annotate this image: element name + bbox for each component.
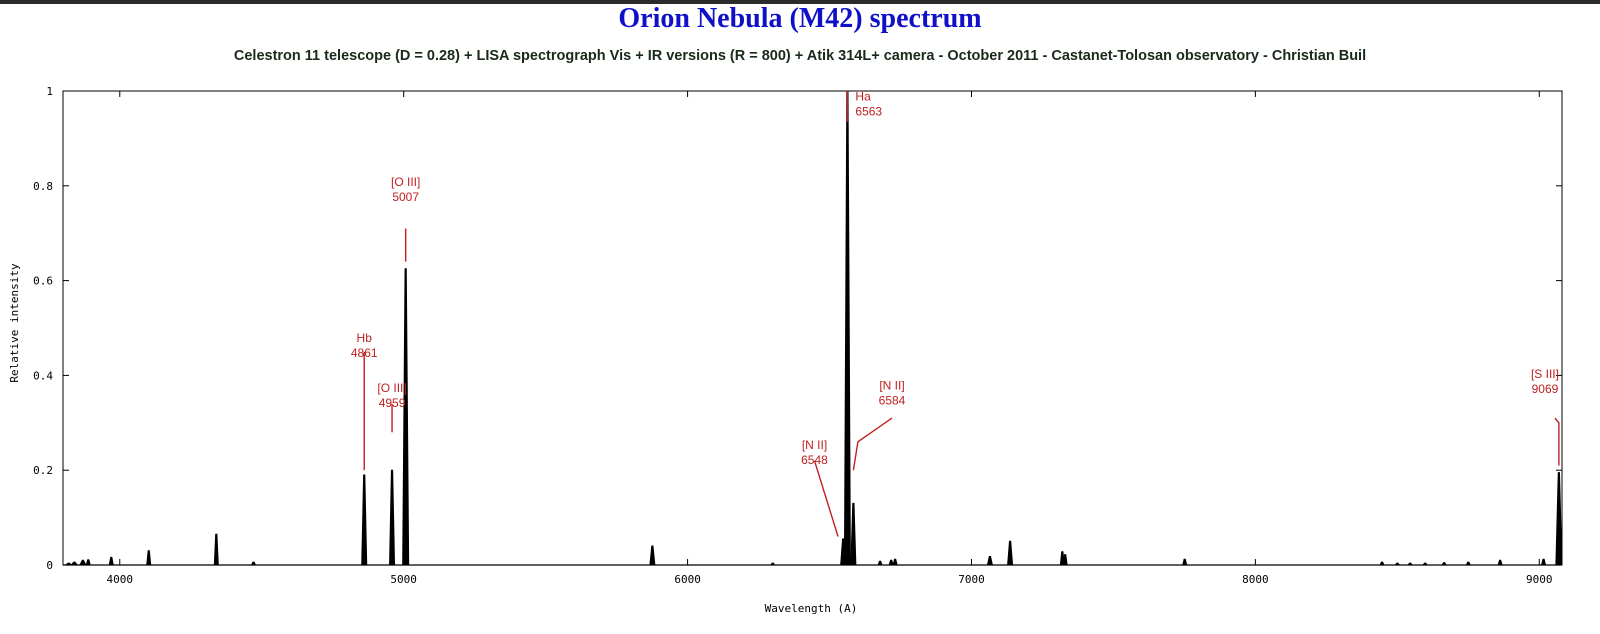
emission-line-6717 xyxy=(888,559,894,566)
emission-line-5876 xyxy=(649,545,656,566)
x-tick-label: 5000 xyxy=(390,573,417,586)
annotation-label-oiii-5007: 5007 xyxy=(392,190,419,204)
emission-line-8598 xyxy=(1422,562,1429,566)
emission-line-6300 xyxy=(769,562,776,566)
y-axis-label: Relative intensity xyxy=(8,263,21,383)
emission-line-3889 xyxy=(85,559,91,566)
annotation-label-Hb: 4861 xyxy=(351,346,378,360)
annotation-label-oiii-5007: [O III] xyxy=(391,175,420,189)
x-tick-label: 9000 xyxy=(1526,573,1553,586)
emission-line-4340 xyxy=(213,533,219,566)
emission-line-9015 xyxy=(1540,558,1547,566)
emission-line-7136 xyxy=(1007,540,1014,566)
emission-line-8862 xyxy=(1497,559,1503,566)
annotation-label-nii-6584: [N II] xyxy=(879,379,904,393)
emission-line-8446 xyxy=(1379,561,1385,566)
y-tick-label: 0 xyxy=(46,559,53,572)
emission-line-7065 xyxy=(986,555,994,566)
emission-line-8750 xyxy=(1465,561,1472,566)
emission-line-3970 xyxy=(108,556,114,566)
annotation-label-nii-6548: 6548 xyxy=(801,453,828,467)
annotation-label-nii-6548: [N II] xyxy=(802,438,827,452)
annotation-label-Hb: Hb xyxy=(357,331,373,345)
annotation-label-nii-6584: 6584 xyxy=(879,394,906,408)
emission-line-4471 xyxy=(250,561,257,566)
x-axis-label: Wavelength (A) xyxy=(765,602,858,615)
y-tick-label: 0.4 xyxy=(33,369,53,382)
emission-line-4959 xyxy=(389,469,396,566)
emission-line-7751 xyxy=(1182,558,1188,566)
plot-frame xyxy=(62,90,1563,566)
emission-line-4861 xyxy=(361,474,368,566)
emission-line-5007 xyxy=(402,268,410,566)
annotation-label-oiii-4959: [O III] xyxy=(377,381,406,395)
emission-line-6584 xyxy=(850,502,857,566)
emission-line-9069 xyxy=(1555,472,1563,566)
annotation-label-ha: Ha xyxy=(855,89,871,103)
emission-line-8500 xyxy=(1394,562,1401,566)
annotation-leader-nii-6584 xyxy=(852,417,893,471)
chart-title: Orion Nebula (M42) spectrum xyxy=(618,3,982,34)
y-tick-label: 0.8 xyxy=(33,180,53,193)
emission-line-8665 xyxy=(1441,562,1448,566)
annotation-label-siii: 9069 xyxy=(1532,382,1559,396)
x-tick-label: 7000 xyxy=(958,573,985,586)
y-tick-label: 1 xyxy=(46,85,53,98)
emission-line-6563 xyxy=(843,90,851,566)
chart-subtitle: Celestron 11 telescope (D = 0.28) + LISA… xyxy=(233,48,1367,64)
emission-line-6731 xyxy=(892,558,898,566)
annotation-leader-siii xyxy=(1554,417,1560,466)
emission-line-3820 xyxy=(64,562,74,566)
annotation-label-oiii-4959: 4959 xyxy=(379,396,406,410)
x-tick-label: 8000 xyxy=(1242,573,1269,586)
y-tick-label: 0.2 xyxy=(33,464,53,477)
x-tick-label: 6000 xyxy=(674,573,701,586)
y-tick-label: 0.6 xyxy=(33,275,53,288)
annotation-leader-nii-6548 xyxy=(813,460,839,537)
annotation-label-ha: 6563 xyxy=(855,104,882,118)
emission-line-7330 xyxy=(1062,554,1068,566)
emission-line-3870 xyxy=(79,559,87,566)
plot-area: 4000 5000 6000 7000 8000 9000 0 0.2 0.4 0.6 0.8 1 xyxy=(33,85,1563,586)
emission-line-4102 xyxy=(146,550,152,566)
window-top-border xyxy=(0,0,1600,4)
annotation-label-siii: [S III] xyxy=(1531,367,1559,381)
x-tick-label: 4000 xyxy=(107,573,134,586)
emission-line-6678 xyxy=(877,560,883,566)
emission-line-3840 xyxy=(70,561,79,566)
emission-line-8545 xyxy=(1407,562,1414,566)
spectrum-series xyxy=(63,90,1563,566)
